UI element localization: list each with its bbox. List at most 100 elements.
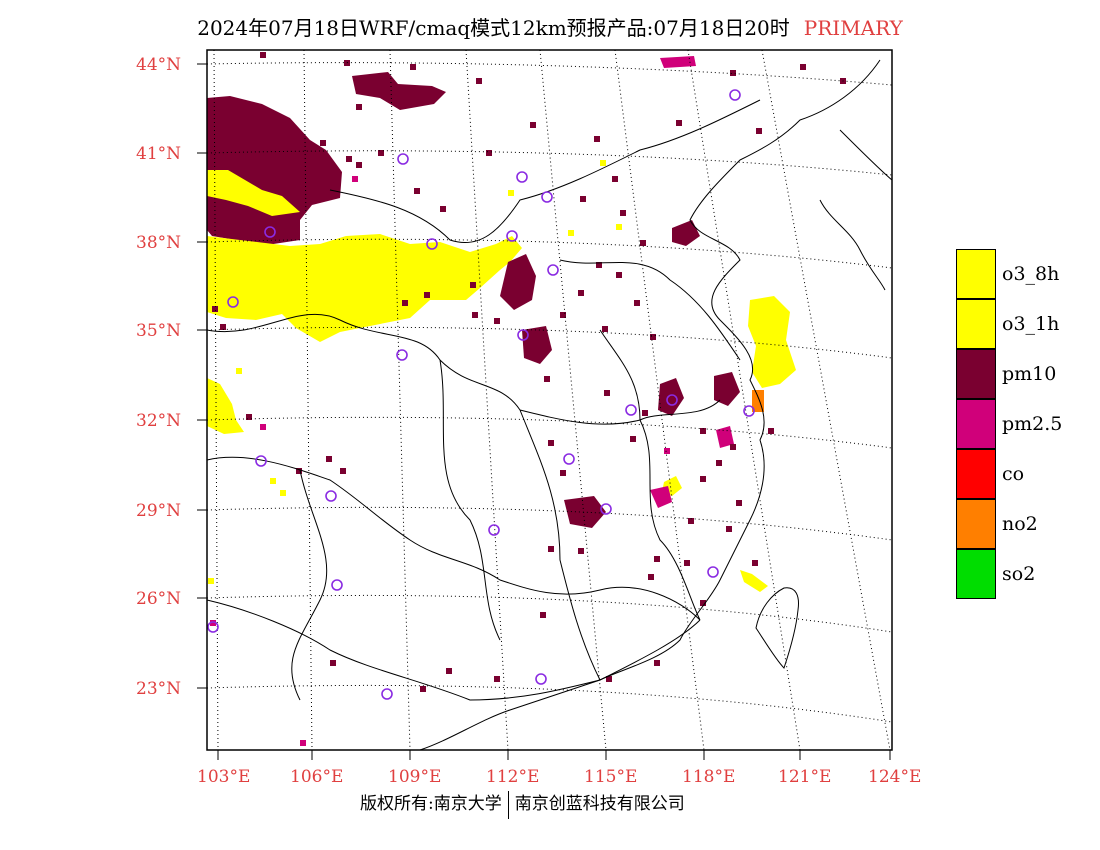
lon-label: 103°E <box>197 767 251 787</box>
pollutant-cell <box>476 78 482 84</box>
station-marker <box>207 621 219 633</box>
pollutant-cell <box>634 300 640 306</box>
pollutant-cell <box>800 64 806 70</box>
copyright-owner: 版权所有:南京大学 <box>360 794 502 814</box>
pollutant-cell <box>508 190 514 196</box>
boundary-lines <box>206 59 893 751</box>
footer-separator <box>507 790 509 819</box>
pollutant-cell <box>580 196 586 202</box>
lat-line-38 <box>206 238 893 269</box>
station-marker <box>535 673 547 685</box>
pollutant-cell <box>260 424 266 430</box>
lat-label: 32°N <box>136 411 182 431</box>
pm25-region-anhui <box>716 426 734 448</box>
lon-line-124 <box>761 49 891 751</box>
korea-outline <box>819 129 893 291</box>
legend-item-no2: no2 <box>956 499 1080 549</box>
pollutant-cell <box>530 122 536 128</box>
pollutant-cell <box>612 176 618 182</box>
pollutant-cell <box>446 668 452 674</box>
lon-line-118 <box>614 49 705 751</box>
station-marker <box>325 490 337 502</box>
pollutant-cell <box>330 660 336 666</box>
pollutant-cell <box>548 546 554 552</box>
pollutant-cell <box>630 436 636 442</box>
pollutant-cell <box>664 448 670 454</box>
pollutant-cell <box>596 262 602 268</box>
pollutant-cell <box>440 206 446 212</box>
station-marker <box>397 153 409 165</box>
pollutant-regions <box>207 56 796 592</box>
pollutant-cell <box>594 136 600 142</box>
pollutant-dots <box>208 52 846 746</box>
pm10-region-northwest <box>207 96 342 246</box>
pollutant-cell <box>540 612 546 618</box>
axis-ticks <box>197 63 891 760</box>
pm10-region-hebei <box>500 254 536 310</box>
pollutant-cell <box>606 676 612 682</box>
lat-label: 23°N <box>136 679 182 699</box>
pm25-region-jiangxi <box>650 486 672 508</box>
pollutant-cell <box>676 120 682 126</box>
legend-swatch <box>956 549 996 599</box>
lon-line-103 <box>213 49 219 751</box>
station-markers <box>207 89 755 700</box>
lat-line-35 <box>206 326 893 359</box>
lon-label: 109°E <box>388 767 442 787</box>
pollutant-cell <box>346 156 352 162</box>
pm10-region-hunan <box>564 496 606 528</box>
pollutant-cell <box>486 150 492 156</box>
legend-label: co <box>1002 463 1025 485</box>
legend-label: pm2.5 <box>1002 413 1063 435</box>
legend-swatch <box>956 499 996 549</box>
station-marker <box>625 404 637 416</box>
pollutant-legend: o3_8h o3_1h pm10 pm2.5 co no2 so2 <box>956 249 1080 599</box>
lat-line-44 <box>206 62 893 86</box>
pollutant-cell <box>420 686 426 692</box>
pollutant-cell <box>270 478 276 484</box>
lon-label: 106°E <box>290 767 344 787</box>
station-marker <box>563 453 575 465</box>
station-marker <box>331 579 343 591</box>
station-marker <box>516 171 528 183</box>
o3-region-northwest <box>207 170 300 216</box>
pollutant-cell <box>730 70 736 76</box>
lon-line-106 <box>303 49 313 751</box>
pollutant-cell <box>356 162 362 168</box>
pollutant-cell <box>378 150 384 156</box>
pollutant-cell <box>578 548 584 554</box>
map-title: 2024年07月18日WRF/cmaq模式12km预报产品:07月18日20时 P… <box>0 12 1100 41</box>
pollutant-cell <box>768 428 774 434</box>
pollutant-cell <box>356 104 362 110</box>
pollutant-cell <box>210 620 216 626</box>
lon-line-109 <box>389 49 411 751</box>
station-marker <box>547 264 559 276</box>
lon-label: 124°E <box>868 767 922 787</box>
pollutant-cell <box>472 312 478 318</box>
pollutant-cell <box>600 160 606 166</box>
station-marker <box>381 688 393 700</box>
lon-line-121 <box>687 49 801 751</box>
lat-line-23 <box>206 684 893 723</box>
station-marker <box>264 226 276 238</box>
station-marker <box>506 230 518 242</box>
pollutant-cell <box>654 660 660 666</box>
pollutant-cell <box>604 390 610 396</box>
pm25-region-north <box>660 56 696 68</box>
o3-region-zhejiang <box>740 570 768 592</box>
station-marker <box>255 455 267 467</box>
pollutant-cell <box>726 526 732 532</box>
pollutant-cell <box>296 468 302 474</box>
legend-swatch <box>956 349 996 399</box>
pollutant-cell <box>320 140 326 146</box>
lat-line-41 <box>206 150 893 176</box>
legend-swatch <box>956 249 996 299</box>
pollutant-cell <box>212 306 218 312</box>
lon-line-115 <box>539 49 607 751</box>
pollutant-cell <box>620 210 626 216</box>
pollutant-cell <box>494 676 500 682</box>
pollutant-cell <box>300 740 306 746</box>
pollutant-cell <box>648 574 654 580</box>
pollutant-cell <box>700 428 706 434</box>
pm10-region-shandong <box>672 220 700 246</box>
